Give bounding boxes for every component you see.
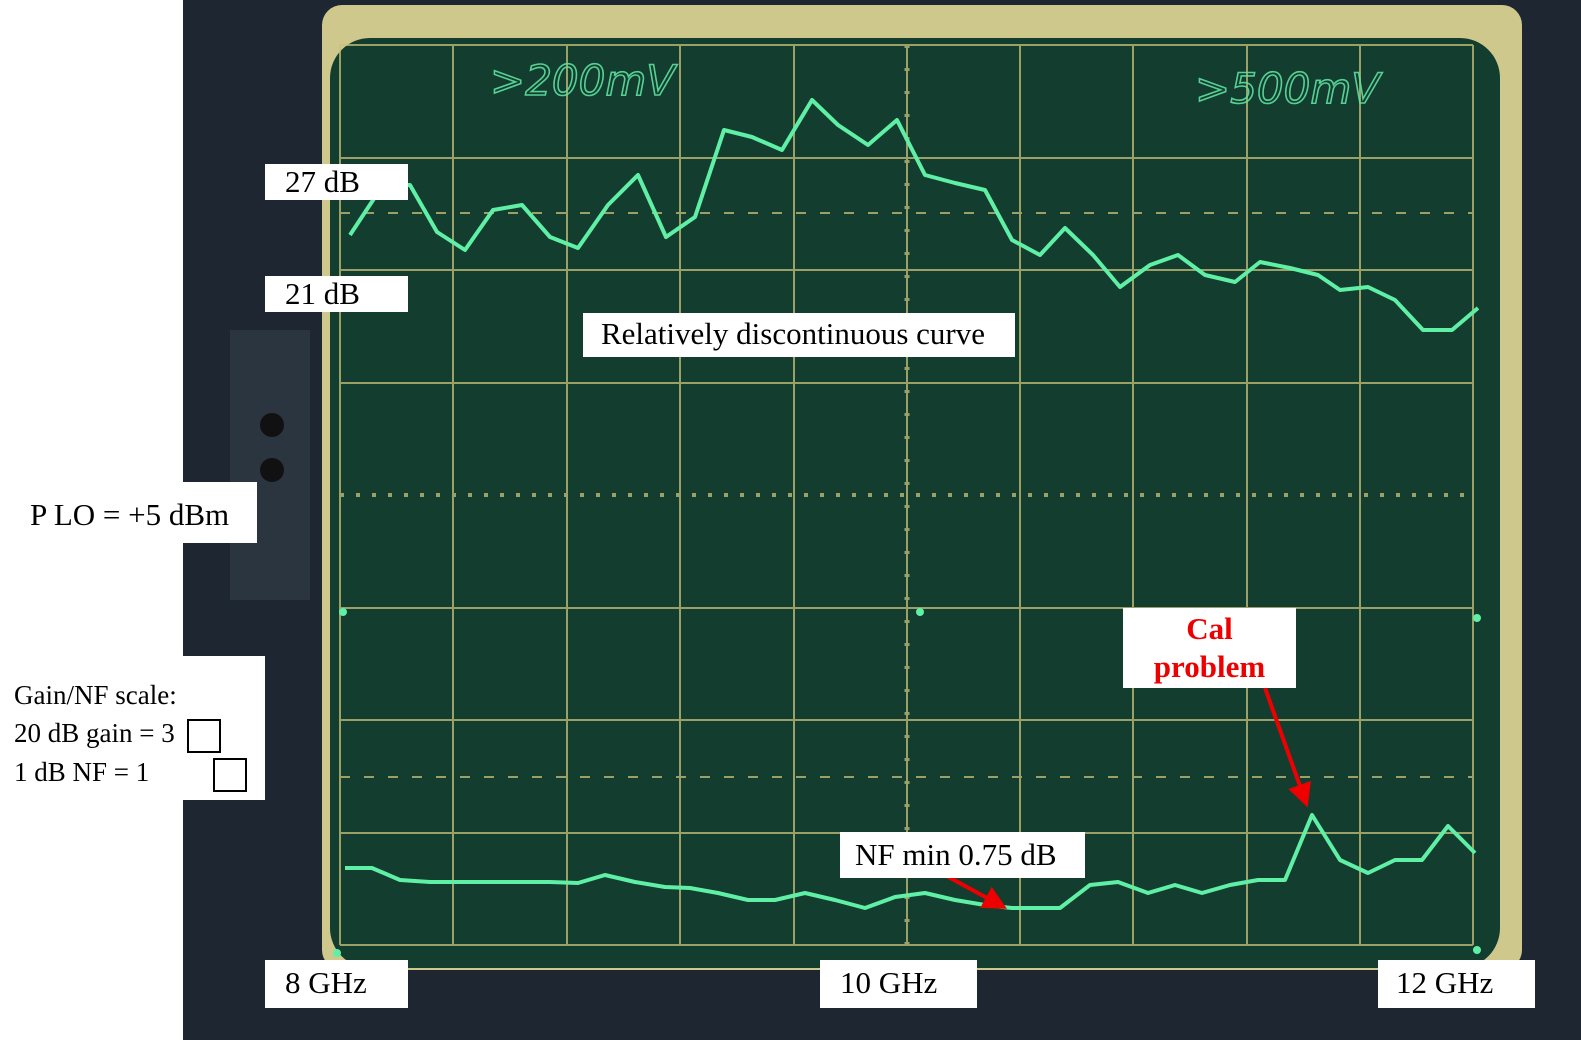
nf-label: NF min 0.75 dB [840,832,1085,878]
page: {"screen": {"range_left": ">200mV", "ran… [0,0,1581,1040]
note: Relatively discontinuous curve [583,313,1015,357]
scale-row: 1 dB NF = 1 [14,753,265,792]
scale-row: 20 dB gain = 3 [14,714,265,753]
screen-text: >200mV [490,56,678,105]
scale-legend: Gain/NF scale: 20 dB gain = 3 1 dB NF = … [0,656,265,800]
freq-label: 10 GHz [820,960,977,1008]
gain-label: 21 dB [265,276,408,312]
scale-nf: 1 dB NF = 1 [14,753,201,791]
freq-label: 8 GHz [265,960,408,1008]
cal-line: Cal [1123,608,1296,650]
cal-label: Cal problem [1123,608,1296,688]
gain-label: 27 dB [265,164,408,200]
scale-title: Gain/NF scale: [14,676,265,714]
screen [330,38,1500,968]
checkbox [213,758,247,792]
lo-label: P LO = +5 dBm [0,482,257,543]
screen-text: >500mV [1195,64,1383,113]
scale-gain: 20 dB gain = 3 [14,718,175,748]
freq-label: 12 GHz [1378,960,1535,1008]
cal-line: problem [1123,646,1296,688]
knob [260,413,284,437]
knob [260,458,284,482]
checkbox [187,719,221,753]
